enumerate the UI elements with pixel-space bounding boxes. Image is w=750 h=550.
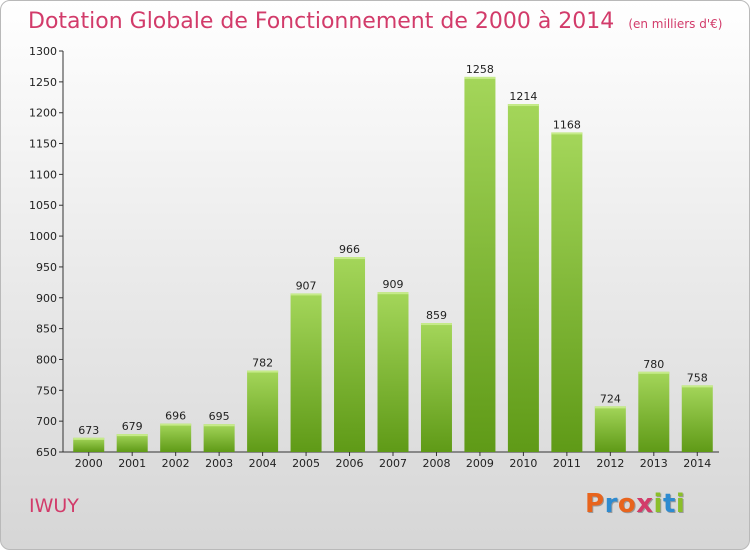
- bar-highlight: [334, 257, 366, 260]
- y-tick-label: 750: [36, 384, 57, 397]
- bar-highlight: [160, 423, 192, 426]
- bar-highlight: [594, 406, 626, 409]
- chart-title: Dotation Globale de Fonctionnement de 20…: [28, 9, 615, 34]
- data-label: 758: [687, 371, 708, 384]
- y-tick-label: 1250: [29, 76, 57, 89]
- x-tick-label: 2014: [683, 457, 711, 470]
- bar-highlight: [464, 76, 496, 79]
- bar: [116, 434, 148, 452]
- x-tick-label: 2011: [553, 457, 581, 470]
- x-tick-label: 2006: [336, 457, 364, 470]
- bar: [551, 132, 583, 453]
- data-label: 1258: [466, 63, 494, 76]
- y-tick-label: 1100: [29, 168, 57, 181]
- bar-highlight: [290, 293, 322, 296]
- bar-highlight: [420, 323, 452, 326]
- y-tick-label: 1050: [29, 199, 57, 212]
- bar: [73, 437, 105, 452]
- bar: [420, 323, 452, 452]
- x-tick-label: 2002: [162, 457, 190, 470]
- bar: [377, 292, 409, 452]
- y-tick-label: 700: [36, 415, 57, 428]
- y-tick-label: 1300: [29, 45, 57, 58]
- data-label: 907: [296, 279, 317, 292]
- logo-letter: P: [585, 489, 605, 519]
- x-tick-label: 2010: [509, 457, 537, 470]
- bar-highlight: [116, 434, 148, 437]
- x-tick-label: 2003: [205, 457, 233, 470]
- data-label: 673: [78, 424, 99, 437]
- x-tick-label: 2005: [292, 457, 320, 470]
- bar: [681, 385, 713, 452]
- data-label: 909: [383, 278, 404, 291]
- x-tick-label: 2012: [596, 457, 624, 470]
- data-label: 780: [643, 358, 664, 371]
- y-tick-label: 1150: [29, 138, 57, 151]
- data-label: 1214: [509, 90, 537, 103]
- y-tick-label: 1000: [29, 230, 57, 243]
- data-label: 1168: [553, 118, 581, 131]
- data-label: 782: [252, 357, 273, 370]
- logo-letter: t: [662, 489, 676, 519]
- bar: [594, 406, 626, 452]
- bar-highlight: [638, 371, 670, 374]
- logo-letter: x: [636, 489, 654, 519]
- x-tick-label: 2007: [379, 457, 407, 470]
- data-label: 679: [122, 420, 143, 433]
- data-label: 724: [600, 392, 621, 405]
- bar-highlight: [73, 437, 105, 440]
- data-label: 966: [339, 243, 360, 256]
- bar: [334, 257, 366, 452]
- logo-letter: i: [653, 489, 663, 519]
- logo-letter: o: [617, 489, 637, 519]
- commune-name: IWUY: [29, 495, 79, 517]
- logo-letter: i: [675, 489, 686, 519]
- bar: [507, 104, 539, 452]
- x-tick-label: 2001: [118, 457, 146, 470]
- bar: [247, 370, 279, 452]
- y-tick-label: 850: [36, 323, 57, 336]
- bar: [203, 424, 235, 452]
- chart-unit: (en milliers d'€): [628, 17, 723, 31]
- bar-highlight: [681, 385, 713, 388]
- bar: [160, 423, 192, 452]
- x-tick-label: 2009: [466, 457, 494, 470]
- y-tick-label: 650: [36, 446, 57, 459]
- y-tick-label: 800: [36, 353, 57, 366]
- bar-highlight: [551, 132, 583, 135]
- bar-highlight: [507, 104, 539, 107]
- bar: [464, 76, 496, 452]
- bar-highlight: [203, 424, 235, 427]
- y-tick-label: 950: [36, 261, 57, 274]
- bar: [638, 371, 670, 452]
- x-tick-label: 2004: [249, 457, 277, 470]
- proxiti-logo: Proxiti: [585, 489, 685, 519]
- x-tick-label: 2000: [75, 457, 103, 470]
- bar-highlight: [247, 370, 279, 373]
- bar-highlight: [377, 292, 409, 295]
- x-tick-label: 2008: [422, 457, 450, 470]
- data-label: 859: [426, 309, 447, 322]
- data-label: 696: [165, 410, 186, 423]
- logo-letter: r: [604, 489, 618, 519]
- y-tick-label: 900: [36, 292, 57, 305]
- y-tick-label: 1200: [29, 107, 57, 120]
- x-tick-label: 2013: [640, 457, 668, 470]
- bar: [290, 293, 322, 452]
- chart-title-block: Dotation Globale de Fonctionnement de 20…: [28, 9, 722, 34]
- data-label: 695: [209, 410, 230, 423]
